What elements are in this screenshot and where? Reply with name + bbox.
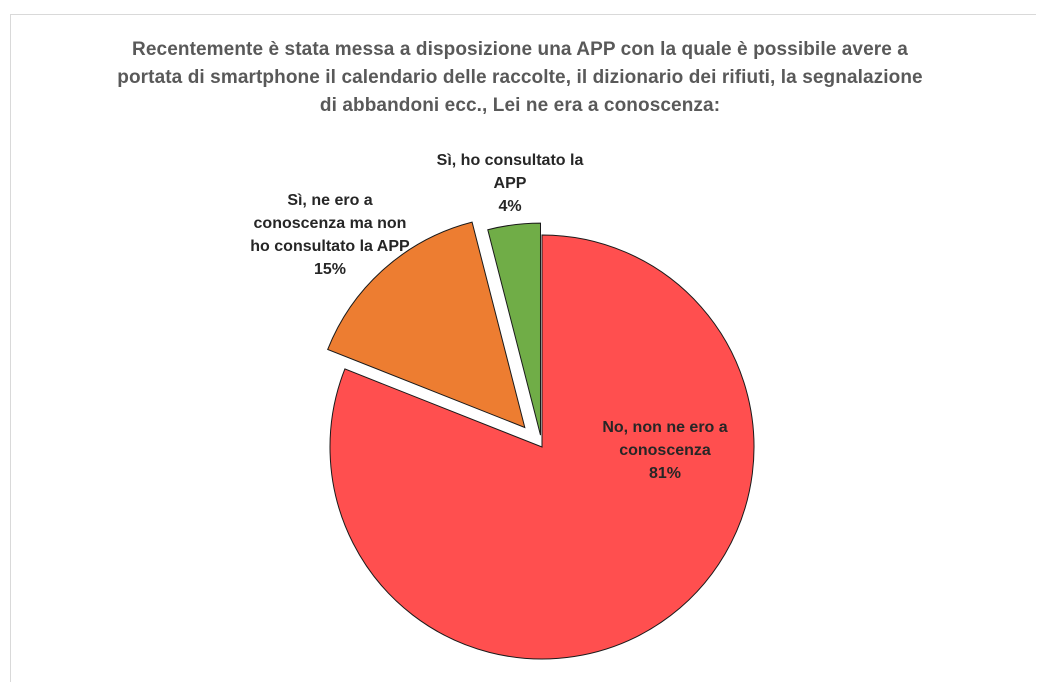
slice-percent-label: 15% xyxy=(314,261,346,278)
pie-slice-label-1: No, non ne ero a conoscenza 81% xyxy=(602,419,727,482)
pie-slice-label-2: Sì, ne ero a conoscenza ma non ho consulta… xyxy=(250,192,410,278)
slice-label-line: conoscenza xyxy=(619,442,711,459)
slice-label-line: Sì, ne ero a xyxy=(287,192,372,209)
slice-label-line: conoscenza ma non xyxy=(254,215,407,232)
chart-title: Recentemente è stata messa a disposizion… xyxy=(117,39,923,116)
pie-slice-label-3: Sì, ho consultato la APP 4% xyxy=(437,152,584,215)
pie-slice-2 xyxy=(327,221,526,429)
pie-slice-3 xyxy=(487,222,541,436)
pie-slice-1 xyxy=(329,234,755,660)
slice-label-line: Sì, ho consultato la xyxy=(437,152,584,169)
slice-percent-label: 4% xyxy=(498,198,521,215)
slice-label-line: ho consultato la APP xyxy=(250,238,410,255)
slice-label-line: APP xyxy=(494,175,527,192)
slice-label-line: No, non ne ero a xyxy=(602,419,727,436)
slice-percent-label: 81% xyxy=(649,465,681,482)
